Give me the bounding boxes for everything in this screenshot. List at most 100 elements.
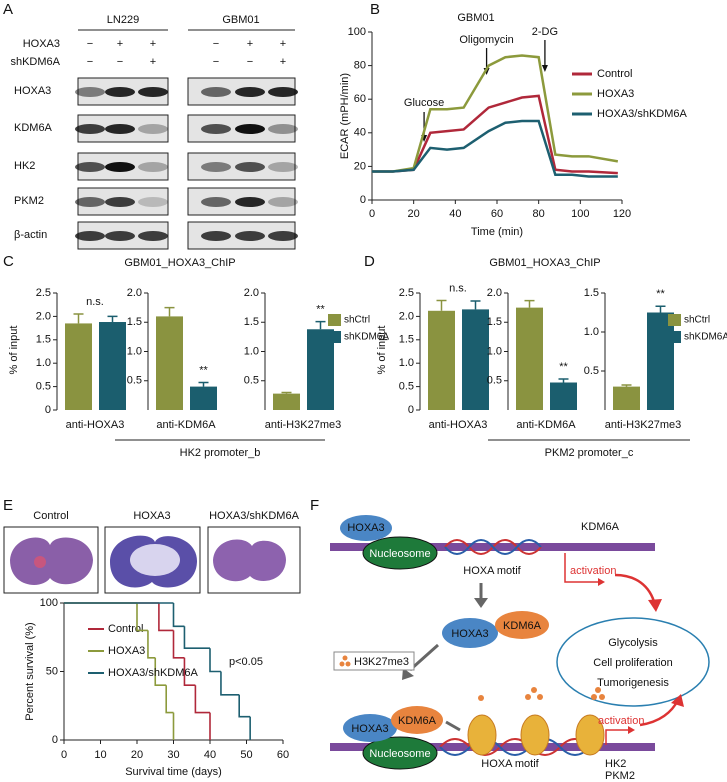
error-bar (281, 391, 292, 394)
legend-label: shCtrl (684, 315, 710, 326)
tumor-spot (34, 556, 46, 568)
diagram-label: HOXA3 (451, 628, 488, 640)
group-label: HK2 promoter_b (180, 447, 261, 459)
y-tick-label: 2.5 (36, 287, 51, 299)
blot-row-label: β-actin (14, 229, 47, 241)
kdm6a-protein (391, 706, 443, 734)
x-tick-label: anti-HOXA3 (429, 419, 488, 431)
error-bar (107, 315, 118, 323)
diagram-label: H3K27me3 (354, 656, 409, 668)
significance: ** (559, 361, 568, 373)
arrowhead (541, 65, 548, 72)
survival-step (183, 626, 210, 650)
series-line (372, 94, 618, 175)
blot-band (201, 162, 231, 172)
diagram-label: activation (570, 565, 616, 577)
error-bar (73, 313, 84, 324)
methyl-dot (345, 661, 351, 667)
blot-band (105, 124, 135, 134)
arrow (409, 643, 439, 672)
error-bar (198, 381, 209, 387)
y-tick-label: 100 (40, 597, 58, 609)
image-label: HOXA3/shKDM6A (209, 510, 300, 522)
panel-label: F (310, 497, 319, 514)
y-tick-label: 0.5 (487, 375, 502, 387)
group-label: PKM2 promoter_c (545, 447, 634, 459)
bar (65, 323, 92, 410)
y-tick-label: 1.5 (584, 287, 599, 299)
bar (613, 386, 640, 410)
error-bar (655, 305, 666, 313)
legend-label: shKDM6A (344, 332, 389, 343)
survival-step (154, 657, 167, 686)
hoxa3-protein (340, 515, 392, 541)
error-bar (436, 299, 447, 311)
legend-label: shCtrl (344, 315, 370, 326)
bar (428, 310, 455, 410)
kdm6a-protein (495, 611, 549, 639)
cell-line-label: LN229 (107, 14, 139, 26)
condition-sign: − (213, 38, 219, 50)
diagram-label: KDM6A (503, 620, 542, 632)
chart-title: GBM01_HOXA3_ChIP (489, 257, 600, 269)
chart-title: GBM01_HOXA3_ChIP (124, 257, 235, 269)
survival-step (172, 603, 185, 628)
legend-label: Control (108, 623, 143, 635)
arrowhead (402, 668, 414, 680)
x-tick-label: 60 (491, 208, 503, 220)
y-tick-label: 2.0 (487, 287, 502, 299)
brain-section (10, 537, 93, 585)
blot-band (138, 197, 168, 207)
blot-row-label: HK2 (14, 160, 35, 172)
y-tick-label: 1.0 (127, 345, 142, 357)
condition-sign: + (150, 38, 156, 50)
survival-step (165, 685, 174, 714)
x-tick-label: anti-H3K27me3 (265, 419, 341, 431)
blot-band (105, 231, 135, 241)
bar (190, 386, 217, 410)
blot-row-label: HOXA3 (14, 85, 51, 97)
methyl-dot (537, 694, 543, 700)
x-axis-label: Survival time (days) (125, 766, 222, 778)
annotation: 2-DG (532, 26, 558, 38)
survival-step (209, 648, 221, 673)
blot-band (268, 87, 298, 97)
condition-label: HOXA3 (23, 38, 60, 50)
blot-band (201, 124, 231, 134)
outcome-label: Tumorigenesis (597, 677, 669, 689)
bar (99, 322, 126, 410)
nucleosome (362, 536, 438, 570)
y-tick-label: 1.0 (584, 326, 599, 338)
blot-band (105, 197, 135, 207)
diagram-label: HOXA motif (463, 565, 521, 577)
condition-sign: − (87, 56, 93, 68)
chart-title: GBM01 (457, 12, 494, 24)
x-tick-label: 10 (94, 749, 106, 761)
y-tick-label: 0.5 (584, 365, 599, 377)
y-tick-label: 2.5 (399, 287, 414, 299)
hoxa3-protein (442, 618, 498, 648)
bar (462, 309, 489, 410)
diagram-label: HOXA motif (481, 758, 539, 770)
error-bar (524, 299, 535, 308)
y-tick-label: 2.0 (399, 310, 414, 322)
x-tick-label: 40 (204, 749, 216, 761)
blot-band (105, 162, 135, 172)
arrowhead (598, 578, 605, 586)
blot-band (201, 231, 231, 241)
legend-label: shKDM6A (684, 332, 727, 343)
blot-band (75, 124, 105, 134)
y-tick-label: 2.0 (127, 287, 142, 299)
methyl-dot (531, 687, 537, 693)
blot-band (268, 231, 298, 241)
y-tick-label: 1.0 (36, 357, 51, 369)
blot-band (235, 231, 265, 241)
x-tick-label: 20 (131, 749, 143, 761)
y-tick-label: 0.5 (244, 375, 259, 387)
x-tick-label: 30 (167, 749, 179, 761)
blot-band (268, 162, 298, 172)
bar (550, 382, 577, 410)
diagram-label: Nucleosome (369, 748, 430, 760)
panel-label: D (364, 253, 375, 270)
condition-sign: + (117, 38, 123, 50)
